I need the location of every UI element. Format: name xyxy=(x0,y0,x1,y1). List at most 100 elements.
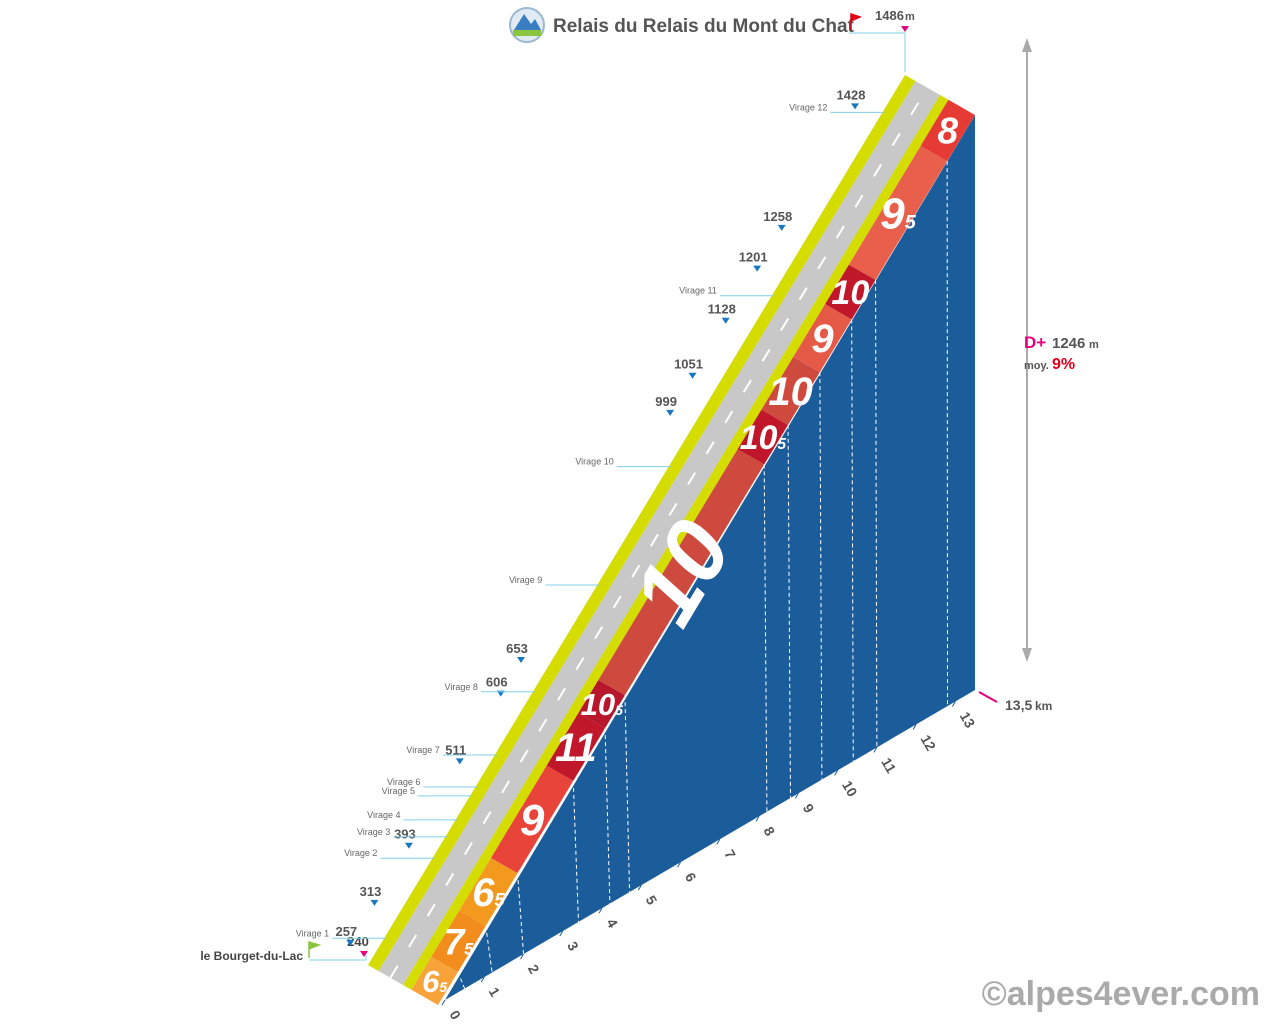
km-tick xyxy=(834,770,839,776)
road xyxy=(378,81,940,985)
km-label: 11 xyxy=(878,755,899,776)
gradient-whole: 11 xyxy=(555,726,597,770)
km-tick xyxy=(794,793,799,799)
gradient-segment xyxy=(578,679,625,729)
virage-label: Virage 12 xyxy=(789,102,827,112)
km-divider xyxy=(787,424,791,798)
title-icon-mountain xyxy=(514,14,541,30)
altitude-label: 606 xyxy=(486,675,508,690)
km-divider xyxy=(485,925,493,973)
gradient-segment xyxy=(761,356,820,425)
altitude-label: 999 xyxy=(655,394,677,409)
altitude-marker xyxy=(777,224,786,231)
start-altitude: 240 xyxy=(347,934,369,949)
gradient-label: 75 xyxy=(444,921,475,962)
altitude-marker xyxy=(346,939,355,946)
start-bracket xyxy=(309,955,367,961)
copyright: ©alpes4ever.com xyxy=(982,975,1260,1013)
gradient-label: 10 xyxy=(768,370,813,414)
gradient-segment xyxy=(848,145,948,280)
altitude-label: 1051 xyxy=(674,357,703,372)
km-divider xyxy=(604,728,611,904)
km-label: 2 xyxy=(525,962,543,977)
gradient-decimal: 5 xyxy=(464,939,474,958)
road-edge xyxy=(403,95,949,990)
gradient-decimal: 5 xyxy=(439,979,447,995)
gradient-whole: 8 xyxy=(937,110,958,151)
title: Relais du Relais du Mont du Chat xyxy=(553,16,855,37)
km-tick xyxy=(951,701,956,707)
km-label: 5 xyxy=(643,893,661,908)
virage-label: Virage 11 xyxy=(679,286,717,296)
gradient-segment xyxy=(737,409,789,465)
gradient-label: 9 xyxy=(811,317,834,361)
gradient-label: 65 xyxy=(472,871,505,915)
virage-label: Virage 4 xyxy=(367,810,400,820)
altitude-label: 257 xyxy=(335,924,357,939)
gradient-whole: 9 xyxy=(811,317,834,361)
profile: 6575659111051010510910958012345678910111… xyxy=(296,75,1052,1022)
altitude-label: 511 xyxy=(445,742,466,757)
summit-unit: m xyxy=(905,11,915,23)
virage-label: Virage 5 xyxy=(382,786,415,796)
altitude-marker xyxy=(753,265,762,272)
gradient-whole: 10 xyxy=(740,419,778,457)
title-block: Relais du Relais du Mont du Chat 1486 m xyxy=(509,7,915,72)
start-marker xyxy=(360,951,368,957)
km-divider xyxy=(875,279,878,748)
km-divider xyxy=(572,780,579,922)
gradient-decimal: 5 xyxy=(905,211,917,233)
gradient-label: 11 xyxy=(555,726,597,770)
gradient-whole: 10 xyxy=(581,687,615,722)
distance-unit: km xyxy=(1035,699,1052,713)
gradient-whole: 7 xyxy=(444,921,467,962)
gain-value: 1246 xyxy=(1052,335,1085,352)
km-tick xyxy=(559,930,564,937)
gain-unit: m xyxy=(1089,339,1099,351)
km-label: 1 xyxy=(486,985,504,1000)
virage-label: Virage 9 xyxy=(509,575,542,585)
front-face xyxy=(445,115,975,1000)
gradient-decimal: 5 xyxy=(777,436,786,453)
virage-label: Virage 7 xyxy=(406,745,439,755)
altitude-marker xyxy=(404,842,413,849)
average-value: 9% xyxy=(1052,356,1075,373)
gradient-segment xyxy=(411,956,458,1005)
road-edge xyxy=(368,75,916,971)
start-block: le Bourget-du-Lac 240 xyxy=(200,934,369,963)
virage-label: Virage 3 xyxy=(357,827,390,837)
km-label: 3 xyxy=(564,939,582,954)
altitude-label: 1258 xyxy=(763,209,792,224)
altitude-label: 1201 xyxy=(739,250,768,265)
altitude-label: 1428 xyxy=(837,87,866,102)
gradient-segment xyxy=(431,910,486,973)
altitude-marker xyxy=(688,372,697,379)
gradient-label: 95 xyxy=(880,189,916,238)
km-label: 6 xyxy=(682,870,700,885)
km-tick xyxy=(598,907,603,914)
km-tick xyxy=(912,724,917,730)
gradient-label: 105 xyxy=(581,687,623,722)
km-label: 8 xyxy=(760,824,778,839)
gain-block: D+ 1246 m moy. 9% xyxy=(1022,38,1099,662)
km-divider xyxy=(851,319,854,762)
gradient-label: 65 xyxy=(422,964,447,999)
altitude-marker xyxy=(370,899,379,906)
gradient-whole: 6 xyxy=(472,871,495,915)
km-tick xyxy=(520,953,524,960)
km-label: 9 xyxy=(800,801,818,816)
gradient-label: 105 xyxy=(740,419,787,457)
altitude-marker xyxy=(455,758,464,765)
gradient-whole: 9 xyxy=(520,796,545,845)
km-tick xyxy=(716,839,721,845)
gain-label: D+ xyxy=(1024,333,1046,352)
km-label: 7 xyxy=(721,847,739,862)
gradient-decimal: 5 xyxy=(615,702,623,718)
altitude-label: 1128 xyxy=(708,302,736,317)
altitude-marker xyxy=(721,317,730,324)
start-flag xyxy=(308,940,322,958)
gradient-whole: 10 xyxy=(768,370,813,414)
gradient-label: 9 xyxy=(520,796,545,845)
gradient-label: 10 xyxy=(831,274,869,312)
